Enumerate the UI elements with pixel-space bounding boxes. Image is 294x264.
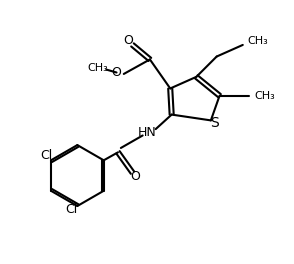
Text: CH₃: CH₃ bbox=[87, 63, 108, 73]
Text: Cl: Cl bbox=[41, 149, 53, 162]
Text: O: O bbox=[131, 171, 140, 183]
Text: Cl: Cl bbox=[65, 203, 78, 216]
Text: HN: HN bbox=[138, 125, 156, 139]
Text: CH₃: CH₃ bbox=[247, 36, 268, 46]
Text: O: O bbox=[123, 34, 133, 47]
Text: S: S bbox=[210, 116, 219, 130]
Text: CH₃: CH₃ bbox=[254, 91, 275, 101]
Text: O: O bbox=[112, 66, 121, 79]
